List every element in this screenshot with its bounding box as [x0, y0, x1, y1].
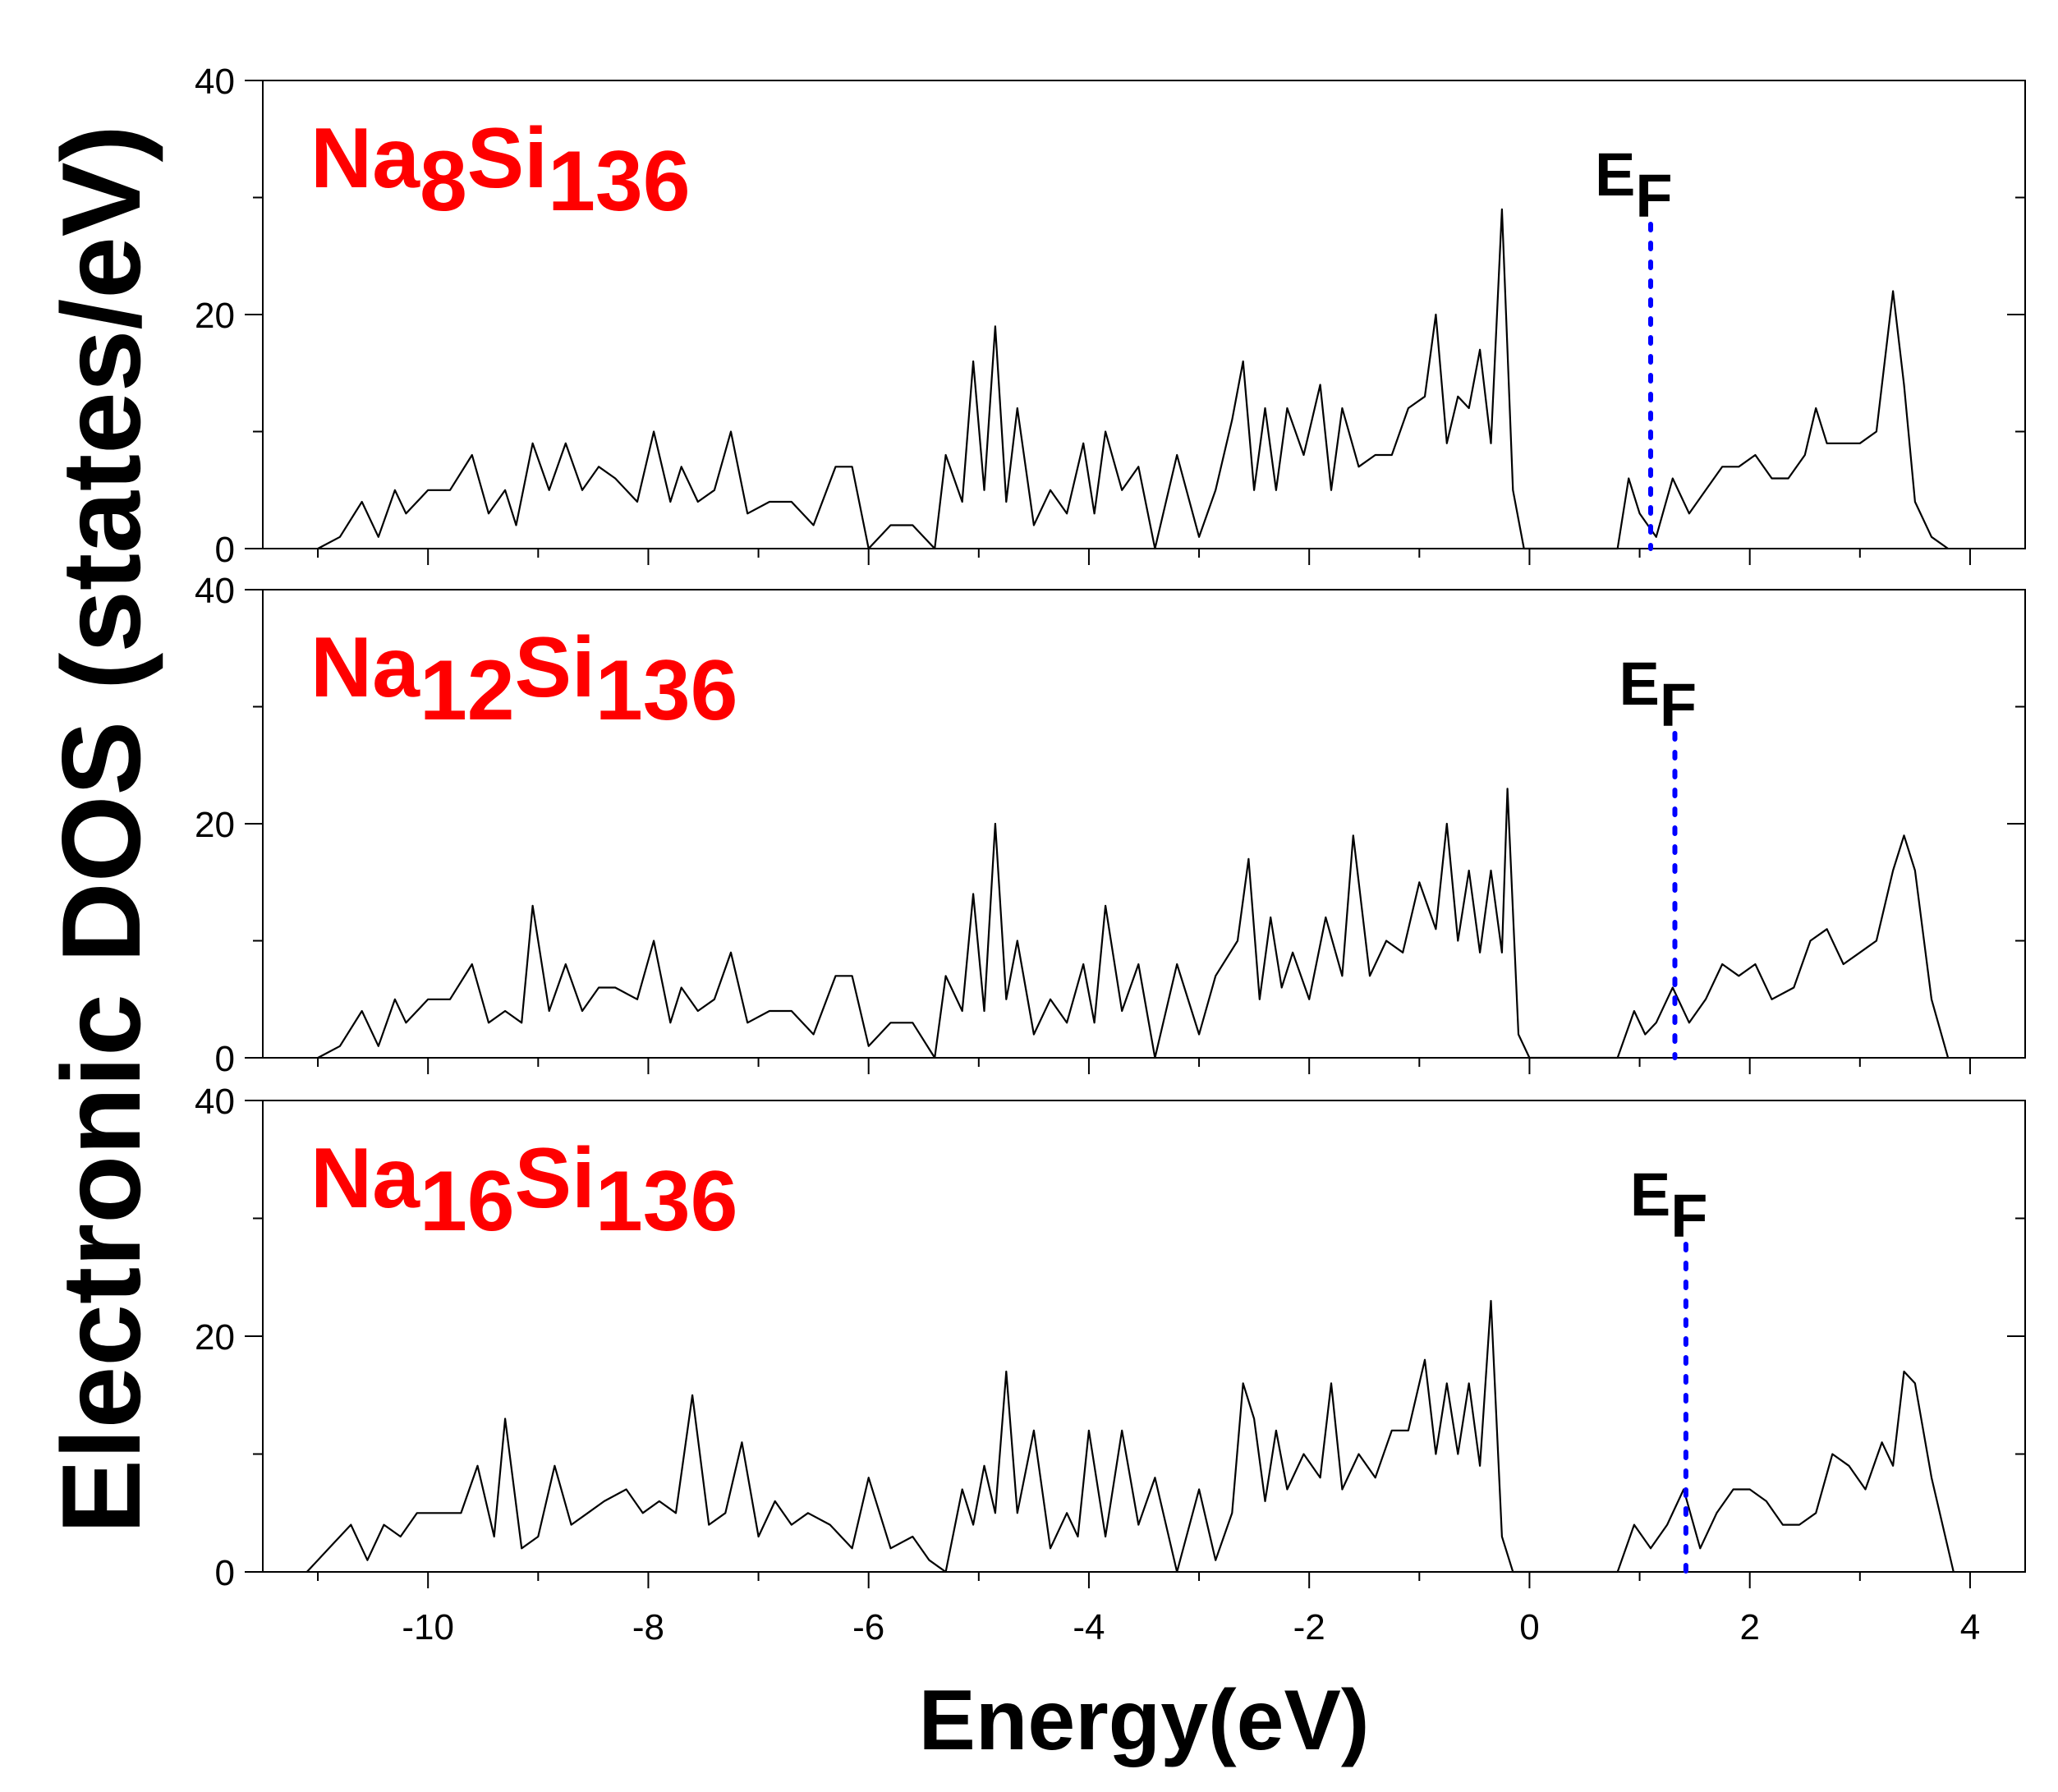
fermi-label-sub: F [1660, 671, 1697, 739]
x-tick-label: -4 [1073, 1607, 1105, 1647]
x-tick-label: -10 [402, 1607, 454, 1647]
formula-subscript-si: 136 [548, 134, 691, 229]
fermi-label-sub: F [1670, 1182, 1707, 1250]
fermi-label: EF [1630, 1160, 1708, 1250]
formula-subscript-si: 136 [595, 1154, 738, 1249]
panel-formula: Na12Si136 [310, 620, 737, 738]
x-axis-title: Energy(eV) [918, 1673, 1369, 1768]
fermi-label-main: E [1619, 650, 1659, 718]
fermi-label-main: E [1630, 1160, 1670, 1229]
x-tick-label: -2 [1293, 1607, 1325, 1647]
fermi-label: EF [1595, 140, 1673, 230]
x-tick-label: 2 [1739, 1607, 1759, 1647]
x-tick-label: -8 [632, 1607, 664, 1647]
formula-element-na: Na [310, 620, 420, 715]
panel-3: 0 20 40 EF Na16Si136 [195, 1082, 2026, 1593]
y-tick-label: 40 [195, 571, 235, 611]
y-axis-title: Electronic DOS (states/eV) [39, 125, 163, 1534]
panel-1: 0 20 40 EF Na8Si136 [195, 62, 2026, 570]
dos-series-line [317, 788, 1950, 1059]
y-tick-label: 20 [195, 296, 235, 336]
formula-element-si: Si [515, 620, 595, 715]
y-tick-label: 40 [195, 62, 235, 102]
y-tick-label: 0 [215, 1553, 235, 1593]
formula-subscript-si: 136 [595, 643, 738, 738]
panel-formula: Na16Si136 [310, 1131, 737, 1249]
y-tick-label: 20 [195, 805, 235, 845]
formula-subscript-na: 12 [420, 643, 515, 738]
panel-formula: Na8Si136 [310, 111, 691, 229]
y-tick-label: 0 [215, 1039, 235, 1079]
formula-subscript-na: 8 [420, 134, 467, 229]
fermi-label: EF [1619, 650, 1697, 739]
x-tick-label: -6 [852, 1607, 884, 1647]
x-tick-label: 4 [1960, 1607, 1980, 1647]
formula-element-na: Na [310, 111, 420, 206]
formula-element-si: Si [515, 1131, 595, 1226]
y-tick-label: 0 [215, 530, 235, 570]
y-tick-label: 20 [195, 1317, 235, 1358]
panel-2: 0 20 40 EF Na12Si136 [195, 571, 2026, 1079]
dos-series-line [305, 1299, 1955, 1574]
formula-element-na: Na [310, 1131, 420, 1226]
fermi-label-main: E [1595, 140, 1635, 209]
dos-series-line [317, 208, 1949, 550]
x-tick-label: 0 [1519, 1607, 1539, 1647]
formula-subscript-na: 16 [420, 1154, 515, 1249]
y-tick-label: 40 [195, 1082, 235, 1122]
fermi-label-sub: F [1635, 162, 1672, 230]
formula-element-si: Si [467, 111, 548, 206]
